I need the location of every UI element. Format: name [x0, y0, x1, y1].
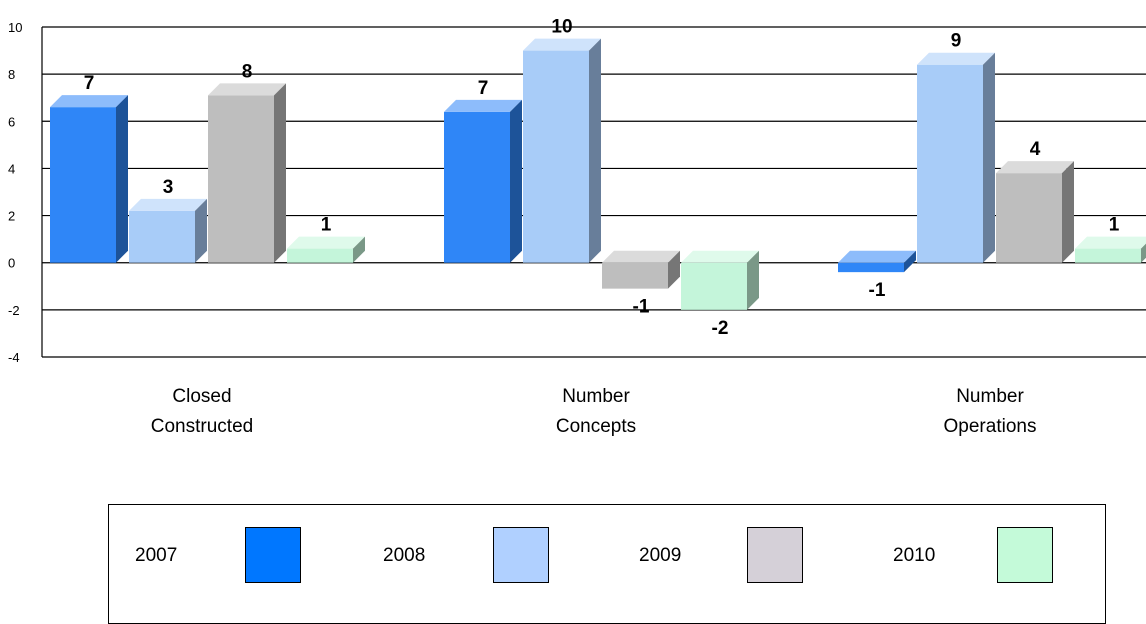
bar-2010-1 [287, 236, 365, 263]
bar-2007-1 [50, 95, 128, 263]
bar-chart: -4 -2 0 2 4 6 8 10 7 3 8 1 7 10 -1 -2 -1 9 4 1 Closed Const… [8, 17, 1146, 437]
bar-top [996, 161, 1074, 174]
bar-2007-2 [444, 99, 522, 263]
bar-side [589, 38, 601, 263]
data-labels: 7 3 8 1 7 10 -1 -2 -1 9 4 1 [84, 17, 1120, 339]
bar-2009-1 [208, 83, 286, 263]
bar-side [274, 83, 286, 263]
category-labels: Closed Constructed Number Concepts Number Ope… [151, 386, 1037, 437]
bar-side [353, 236, 365, 263]
bar-top [681, 250, 759, 263]
bar-2010-2 [681, 250, 759, 310]
bar-2009-2 [602, 250, 680, 289]
bar-front [129, 210, 195, 263]
bar-side [510, 99, 522, 263]
bar-front [287, 248, 353, 263]
bar-2007-3 [838, 250, 916, 273]
legend-label: 2008 [383, 545, 426, 566]
bar-front [838, 262, 904, 273]
bar-front [681, 262, 747, 310]
legend-swatch [245, 527, 301, 583]
bar-front [602, 262, 668, 289]
bar-side [747, 250, 759, 310]
data-label: 10 [551, 17, 572, 38]
bar-side [1141, 243, 1146, 263]
y-tick-label: 6 [8, 114, 15, 129]
data-label: 4 [1030, 139, 1041, 160]
bar-top [917, 52, 995, 65]
bar-2009-3 [996, 161, 1074, 263]
category-label-line2: Concepts [556, 416, 636, 437]
y-tick-label: -2 [8, 303, 20, 318]
data-label: -2 [712, 318, 729, 339]
category-label-line1: Closed [172, 386, 231, 407]
data-label: -1 [869, 280, 886, 301]
y-tick-label: 10 [8, 20, 22, 35]
bar-front [523, 50, 589, 263]
bar-front [444, 111, 510, 263]
bar-front [50, 107, 116, 263]
legend-label: 2010 [893, 545, 936, 566]
data-label: 7 [84, 73, 95, 94]
bar-top [523, 38, 601, 51]
bar-2008-2 [523, 38, 601, 263]
bar-top [50, 95, 128, 108]
bar-front [1075, 248, 1141, 263]
bar-front [917, 64, 983, 263]
y-tick-label: -4 [8, 350, 20, 365]
category-label-line1: Number [956, 386, 1024, 407]
bar-top [602, 250, 680, 263]
bar-2010-3 [1075, 236, 1146, 263]
bar-side [904, 250, 916, 273]
legend-swatch [747, 527, 803, 583]
bar-top [208, 83, 286, 96]
bar-top [129, 198, 207, 211]
bar-2008-3 [917, 52, 995, 263]
bar-side [1062, 161, 1074, 263]
y-tick-label: 2 [8, 209, 15, 224]
y-tick-label: 4 [8, 161, 15, 176]
bar-top [1075, 236, 1146, 249]
data-label: 3 [163, 177, 174, 198]
bar-side [983, 52, 995, 263]
data-label: 1 [1109, 215, 1120, 236]
bar-top [287, 236, 365, 249]
data-label: 9 [951, 31, 962, 52]
bar-side [116, 95, 128, 263]
legend: 2007 2008 2009 2010 [108, 504, 1106, 624]
bar-front [208, 95, 274, 263]
legend-swatch [997, 527, 1053, 583]
data-label: 8 [242, 61, 253, 82]
bar-2008-1 [129, 198, 207, 263]
data-label: -1 [633, 297, 650, 318]
legend-swatch [493, 527, 549, 583]
bar-front [996, 173, 1062, 263]
category-label-line2: Constructed [151, 416, 253, 437]
data-label: 1 [321, 215, 332, 236]
data-label: 7 [478, 78, 489, 99]
y-axis: -4 -2 0 2 4 6 8 10 [8, 20, 43, 365]
bar-top [444, 99, 522, 112]
bar-top [838, 250, 916, 263]
bar-side [195, 198, 207, 263]
y-tick-label: 0 [8, 256, 15, 271]
y-tick-label: 8 [8, 67, 15, 82]
legend-label: 2007 [135, 545, 178, 566]
bar-side [668, 250, 680, 289]
legend-label: 2009 [639, 545, 682, 566]
category-label-line2: Operations [944, 416, 1037, 437]
category-label-line1: Number [562, 386, 630, 407]
bars [50, 38, 1146, 310]
